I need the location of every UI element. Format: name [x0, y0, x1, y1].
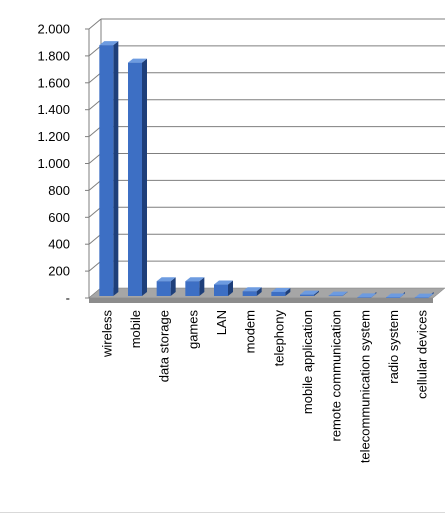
bar-side — [228, 280, 233, 296]
bar-side — [199, 277, 205, 296]
x-tick-label: telephony — [271, 310, 286, 367]
bar-side — [113, 41, 119, 296]
gridline-depth — [88, 206, 102, 218]
x-tick-labels: wireless mobile data storage games LAN modem t… — [99, 310, 429, 464]
bar-side — [256, 287, 262, 296]
y-tick-label: 1.800 — [37, 48, 70, 63]
x-tick-label: LAN — [214, 310, 229, 335]
bar-front — [128, 62, 142, 296]
bar-telecommunication-system — [357, 292, 377, 298]
bar-front — [386, 297, 400, 298]
bar-front — [328, 295, 343, 297]
bar-top — [128, 58, 147, 63]
bar-side — [342, 291, 348, 296]
y-tick-labels: - 200 400 600 800 1.000 1.200 1.400 1.600 1.800 2.… — [37, 22, 89, 306]
y-tick-label: 1.400 — [37, 102, 70, 117]
bar-top — [357, 293, 377, 298]
gridline-depth — [88, 233, 102, 245]
x-tick-label: mobile application — [300, 310, 315, 414]
bar-top — [185, 277, 205, 282]
bar-modem — [242, 287, 262, 296]
bar-wireless — [99, 41, 119, 296]
bar-LAN — [214, 280, 233, 296]
y-tick-label: 800 — [48, 183, 70, 198]
bar-top — [414, 293, 434, 298]
bar-top — [99, 41, 119, 46]
bar-mobile — [128, 58, 147, 296]
bar-data-storage — [156, 277, 176, 296]
bar-games — [185, 277, 205, 296]
bar-top — [271, 287, 291, 292]
gridline-depth — [88, 260, 102, 272]
y-tick-label: - — [66, 291, 70, 306]
bar-front — [185, 281, 200, 296]
bar-front — [271, 291, 286, 296]
bar-front — [156, 281, 171, 296]
x-tick-label: mobile — [128, 310, 143, 348]
bar-mobile-application — [300, 290, 319, 296]
bar-side — [142, 58, 147, 296]
gridline-depth — [88, 18, 102, 30]
gridline-depth — [88, 153, 102, 164]
divider — [0, 512, 445, 513]
bar-radio-system — [386, 292, 405, 298]
gridline-depth — [88, 180, 102, 191]
bar-front — [300, 294, 314, 296]
bar-front — [357, 297, 372, 298]
bar-front — [242, 291, 257, 296]
gridline-depth — [88, 126, 102, 137]
x-tick-label: data storage — [157, 310, 172, 382]
x-tick-label: modem — [243, 310, 258, 353]
bar-top — [386, 293, 405, 298]
bar-front — [214, 284, 228, 296]
bar-top — [328, 291, 348, 296]
x-tick-label: games — [185, 310, 200, 350]
y-tick-label: 200 — [48, 264, 70, 279]
bar-cellular-devices — [414, 292, 434, 299]
x-tick-label: telecommunication system — [357, 310, 372, 463]
chart-floor-front — [89, 298, 433, 303]
bar-front — [414, 297, 429, 299]
y-tick-label: 2.000 — [37, 22, 70, 37]
bar-top — [214, 280, 233, 285]
y-tick-label: 400 — [48, 237, 70, 252]
bars — [99, 41, 434, 299]
y-tick-label: 1.000 — [37, 156, 70, 171]
y-tick-label: 600 — [48, 210, 70, 225]
gridline-depth — [88, 99, 102, 111]
x-tick-label: remote communication — [329, 310, 344, 442]
bar-front — [99, 45, 114, 296]
gridline-depth — [88, 45, 102, 57]
bar-remote-communication — [328, 291, 348, 297]
bar-top — [242, 287, 262, 292]
gridline-depth — [88, 72, 102, 84]
x-tick-label: wireless — [99, 310, 114, 358]
y-tick-label: 1.200 — [37, 129, 70, 144]
x-tick-label: radio system — [386, 310, 401, 384]
bar-side — [285, 287, 291, 296]
bar-side — [314, 290, 319, 296]
bar-top — [156, 277, 176, 282]
bar-side — [170, 277, 176, 296]
x-tick-label: cellular devices — [415, 310, 430, 399]
bar-telephony — [271, 287, 291, 296]
bar-top — [300, 290, 319, 295]
y-tick-label: 1.600 — [37, 75, 70, 90]
gridlines — [88, 18, 445, 299]
